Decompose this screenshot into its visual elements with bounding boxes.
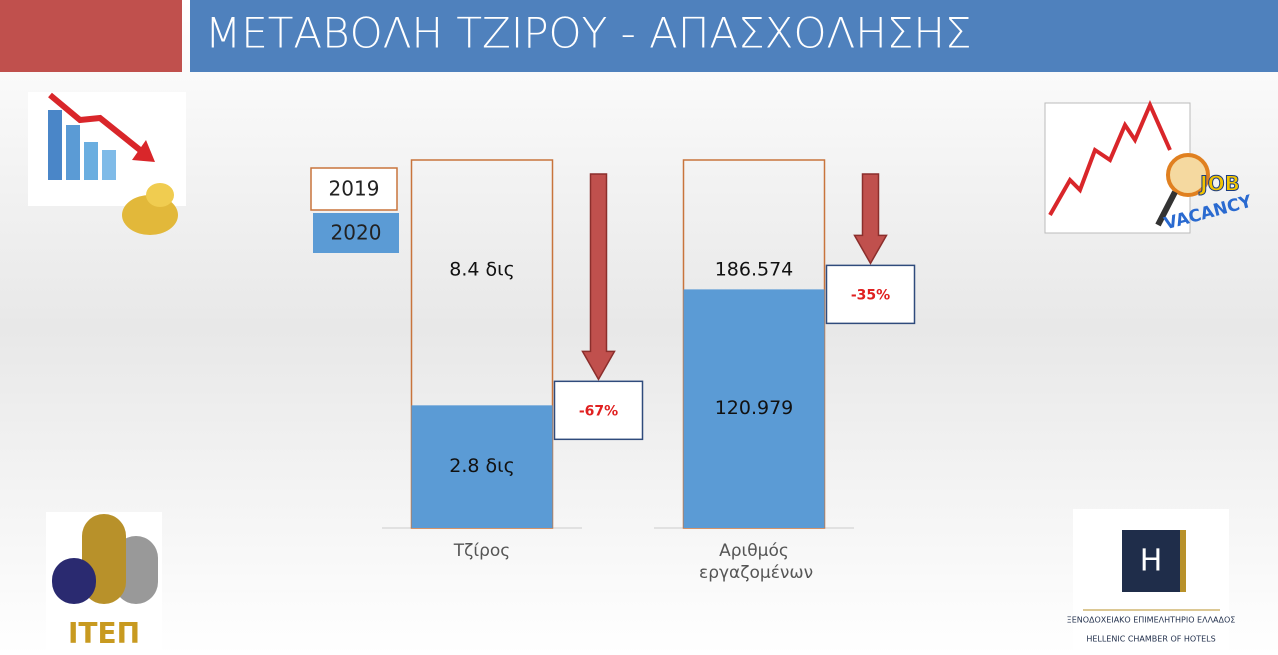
- change-arrow: [853, 173, 888, 265]
- legend-swatch: [313, 213, 399, 253]
- value-label: 8.4 δις: [449, 259, 514, 281]
- hotel-logo: Η ΞΕΝΟΔΟΧΕΙΑΚΟ ΕΠΙΜΕΛΗΤΗΡΙΟ ΕΛΛΑΔΟΣ HELL…: [1067, 509, 1236, 652]
- legend-label: 2020: [331, 221, 382, 245]
- legend-swatch: [310, 167, 398, 211]
- bar: [411, 405, 553, 528]
- hotel-text: ΞΕΝΟΔΟΧΕΙΑΚΟ ΕΠΙΜΕΛΗΤΗΡΙΟ ΕΛΛΑΔΟΣ: [1067, 616, 1236, 625]
- decline-image: [28, 92, 186, 235]
- hotel-mark: Η: [1140, 544, 1163, 579]
- itep-text: ΙΤΕΠ: [68, 617, 140, 650]
- value-label: 120.979: [715, 397, 794, 419]
- category-label: Αριθμός εργαζομένων: [699, 541, 814, 583]
- change-box: [553, 380, 644, 441]
- change-box: [825, 264, 916, 325]
- itep-logo: ΙΤΕΠ: [46, 512, 162, 652]
- value-label: 186.574: [715, 259, 794, 281]
- change-label: -35%: [851, 287, 890, 303]
- bar: [683, 289, 825, 528]
- change-arrow: [581, 173, 616, 381]
- slide-title: ΜΕΤΑΒΟΛΗ ΤΖΙΡΟΥ - ΑΠΑΣΧΟΛΗΣΗΣ: [205, 9, 971, 58]
- hotel-text: HELLENIC CHAMBER OF HOTELS: [1086, 635, 1215, 644]
- legend-label: 2019: [329, 177, 380, 201]
- header-accent: [0, 0, 182, 72]
- header-bar: [190, 0, 1278, 72]
- category-label: Τζίρος: [453, 541, 511, 561]
- change-label: -67%: [579, 403, 618, 419]
- job-image: JOB VACANCY: [1044, 100, 1255, 234]
- job-text: JOB: [1198, 172, 1240, 196]
- value-label: 2.8 δις: [449, 455, 514, 477]
